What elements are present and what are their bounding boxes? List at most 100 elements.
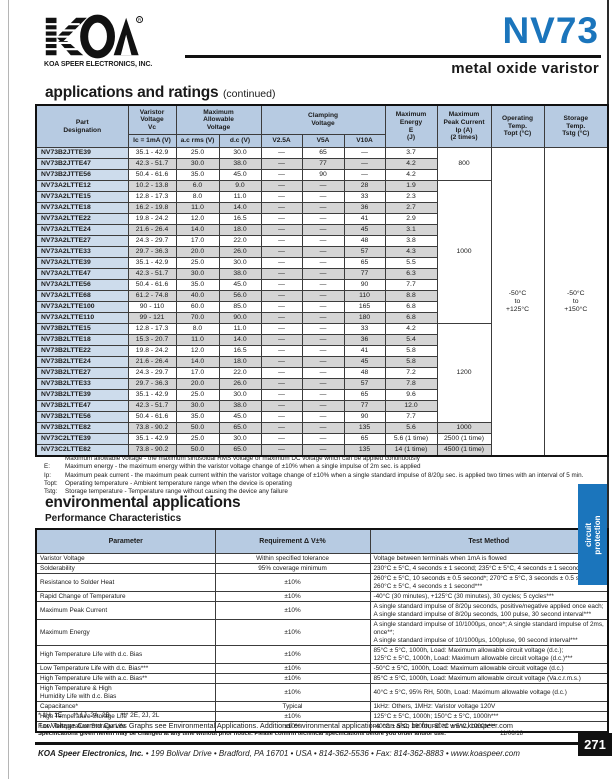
header-max-peak-current: Maximum Peak Current Ip (A) (2 times) xyxy=(436,104,492,148)
koa-logo: R xyxy=(44,13,144,65)
value-cell: 61.2 - 74.8 xyxy=(127,290,177,302)
value-cell: 42.3 - 51.7 xyxy=(127,268,177,280)
value-cell: — xyxy=(260,411,303,423)
value-cell: 28 xyxy=(343,180,386,192)
ratings-row: NV73A2LTTE15 12.8 - 17.3 8.0 11.0— —33 2.3 xyxy=(35,191,608,203)
value-cell: 38.0 xyxy=(218,158,262,170)
value-cell: 35.0 xyxy=(175,169,220,181)
requirement-cell: Typical xyxy=(214,701,371,712)
value-cell: 5.5 xyxy=(384,257,438,269)
value-cell: 45.0 xyxy=(218,279,262,291)
value-cell: 30.0 xyxy=(175,400,220,412)
ratings-footnotes: Maximum allowable voltage - the maximum … xyxy=(44,455,589,496)
value-cell: — xyxy=(260,169,303,181)
parameter-cell: Capacitance* xyxy=(35,701,216,712)
value-cell: — xyxy=(301,202,345,214)
performance-row: Varistor Voltage Within specified toleran… xyxy=(35,553,609,564)
test-method-cell: A single standard impulse of 10/1000μs, … xyxy=(369,619,609,646)
value-cell: 30.0 xyxy=(175,158,220,170)
parameter-cell: High Temperature Life with a.c. Bias** xyxy=(35,673,216,684)
value-cell: — xyxy=(260,257,303,269)
value-cell: — xyxy=(260,235,303,247)
value-cell: 18.0 xyxy=(218,356,262,368)
footnote-text: Storage temperature - Temperature range … xyxy=(65,488,288,496)
value-cell: 90 - 110 xyxy=(127,301,177,313)
header-requirement: Requirement Δ V±% xyxy=(214,528,371,554)
ratings-row: NV73A2LTTE18 16.2 - 19.8 11.0 14.0— —36 2.7 xyxy=(35,202,608,214)
footnote-label: Topt: xyxy=(44,479,58,487)
value-cell: 1.9 xyxy=(384,180,438,192)
value-cell: 48 xyxy=(343,235,386,247)
ratings-header-row-2: Ic = 1mA (V) a.c rms (V) d.c (V) V2.5A V… xyxy=(36,134,608,148)
value-cell: 11.0 xyxy=(175,334,220,346)
value-cell: 5.4 xyxy=(384,334,438,346)
value-cell: 25.0 xyxy=(175,433,220,445)
value-cell: 56.0 xyxy=(218,290,262,302)
part-designation-cell: NV73A2LTTE68 xyxy=(35,290,129,302)
value-cell: 50.4 - 61.6 xyxy=(127,169,177,181)
value-cell: 4.2 xyxy=(384,158,438,170)
requirement-cell: ±10% xyxy=(214,663,371,674)
value-cell: 19.8 - 24.2 xyxy=(127,213,177,225)
header-v2-5a: V2.5A xyxy=(260,134,303,148)
requirement-cell: ±10% xyxy=(214,711,371,722)
footer-rule xyxy=(35,742,612,745)
ratings-row: NV73A2LTTE100 90 - 110 60.0 85.0— —165 6.8 xyxy=(35,301,608,313)
value-cell: 4.2 xyxy=(384,169,438,181)
value-cell: 35.1 - 42.9 xyxy=(127,257,177,269)
value-cell: 12.8 - 17.3 xyxy=(127,191,177,203)
value-cell: — xyxy=(260,301,303,313)
product-title: NV73 xyxy=(502,10,599,51)
test-method-cell: Voltage between terminals when 1mA is fl… xyxy=(369,553,609,564)
ratings-row: NV73B2LTTE33 29.7 - 36.3 20.0 26.0— —57 7.8 xyxy=(35,378,608,390)
value-cell: 3.7 xyxy=(384,147,438,159)
value-cell: 6.3 xyxy=(384,268,438,280)
ratings-row: NV73C2LTTE82 73.8 - 90.2 50.0 65.0— —135 14 (… xyxy=(35,444,608,457)
value-cell: 73.8 - 90.2 xyxy=(127,422,177,434)
part-designation-cell: NV73A2LTTE110 xyxy=(35,312,129,324)
test-method-cell: 85°C ± 5°C, 1000h, Load: Maximum allowab… xyxy=(369,645,609,664)
part-designation-cell: NV73B2LTTE18 xyxy=(35,334,129,346)
part-designation-cell: NV73A2LTTE33 xyxy=(35,246,129,258)
part-designation-cell: NV73A2LTTE56 xyxy=(35,279,129,291)
value-cell: 2.3 xyxy=(384,191,438,203)
value-cell: 50.0 xyxy=(175,422,220,434)
disclaimer-line: Specifications given herein may be chang… xyxy=(38,731,578,737)
header-v10a: V10A xyxy=(343,134,386,148)
ratings-row: NV73B2LTTE82 73.8 - 90.2 50.0 65.0— —135 5.6 1… xyxy=(35,422,608,434)
footnote-text: Maximum energy - the maximum energy with… xyxy=(65,463,421,471)
value-cell: 65 xyxy=(343,389,386,401)
value-cell: — xyxy=(260,389,303,401)
value-cell: 73.8 - 90.2 xyxy=(127,444,177,457)
value-cell: — xyxy=(260,290,303,302)
value-cell: — xyxy=(301,235,345,247)
parameter-cell: Varistor Voltage xyxy=(35,553,216,564)
value-cell: 50.4 - 61.6 xyxy=(127,279,177,291)
value-cell: 12.0 xyxy=(384,400,438,412)
page-left-border xyxy=(8,0,9,779)
value-cell: — xyxy=(260,422,303,434)
value-cell: 14.0 xyxy=(218,202,262,214)
value-cell: 85.0 xyxy=(218,301,262,313)
requirement-cell: ±10% xyxy=(214,645,371,664)
product-subtitle: metal oxide varistor xyxy=(451,60,599,77)
value-cell: — xyxy=(301,312,345,324)
value-cell: 30.0 xyxy=(218,257,262,269)
env-title: environmental applications xyxy=(45,494,241,511)
footnote-line: Topt: Operating temperature - Ambient tem… xyxy=(44,480,589,488)
value-cell: 35.0 xyxy=(175,411,220,423)
value-cell: — xyxy=(301,400,345,412)
curves-note: For Voltage Current Curves Graphs see En… xyxy=(38,721,513,730)
footnote-line: E: Maximum energy - the maximum energy wi… xyxy=(44,463,589,471)
value-cell: 36 xyxy=(343,202,386,214)
value-cell: — xyxy=(260,345,303,357)
value-cell: — xyxy=(301,213,345,225)
value-cell: — xyxy=(260,213,303,225)
test-method-cell: 125°C ± 5°C, 1000h; 150°C ± 5°C, 1000h**… xyxy=(369,711,609,722)
performance-row: High Temperature Storage Life ±10% 125°C ±… xyxy=(35,711,609,722)
operating-temp-cell: -50°C to +125°C xyxy=(490,147,545,457)
value-cell: 8.0 xyxy=(175,323,220,335)
value-cell: — xyxy=(301,433,345,445)
value-cell: 9.6 xyxy=(384,389,438,401)
value-cell: 50.0 xyxy=(175,444,220,457)
